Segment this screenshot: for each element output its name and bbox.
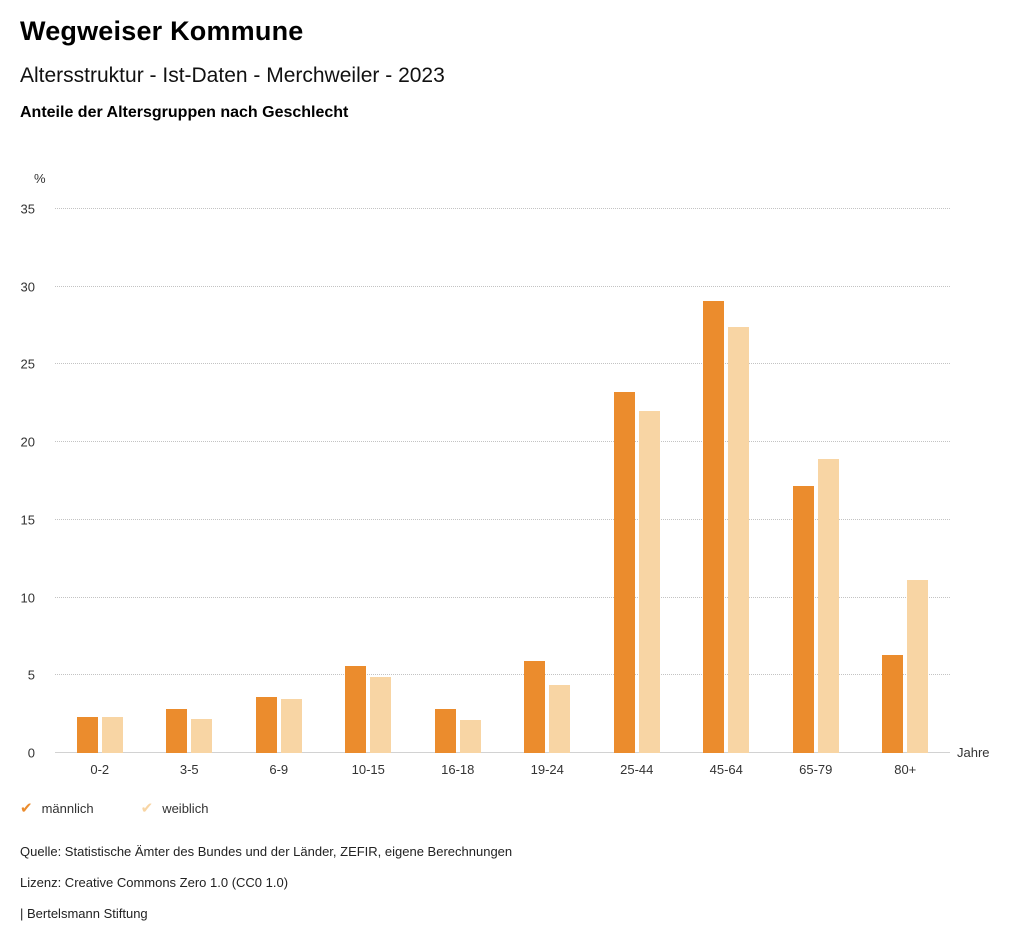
bar-männlich-10-15[interactable] xyxy=(345,665,367,753)
bar-männlich-0-2[interactable] xyxy=(76,717,98,753)
y-tick-label-10: 10 xyxy=(20,590,35,606)
chart-heading: Anteile der Altersgruppen nach Geschlech… xyxy=(20,104,349,121)
bar-group-80+ xyxy=(861,209,951,753)
y-tick-label-15: 15 xyxy=(20,512,35,528)
bar-männlich-45-64[interactable] xyxy=(703,300,725,753)
bar-weiblich-65-79[interactable] xyxy=(817,459,839,753)
plot-area xyxy=(55,208,950,753)
y-tick-label-0: 0 xyxy=(27,745,35,761)
bar-männlich-6-9[interactable] xyxy=(255,697,277,753)
y-tick-label-25: 25 xyxy=(20,356,35,372)
bar-weiblich-0-2[interactable] xyxy=(101,717,123,753)
gridline-15 xyxy=(55,518,950,520)
gridline-0 xyxy=(55,752,950,753)
x-tick-label-19-24: 19-24 xyxy=(530,762,564,777)
bar-weiblich-3-5[interactable] xyxy=(191,718,213,753)
legend: ✔ männlich ✔ weiblich xyxy=(20,801,208,816)
bar-weiblich-16-18[interactable] xyxy=(459,720,481,753)
bar-groups xyxy=(55,209,950,753)
x-tick-label-45-64: 45-64 xyxy=(709,762,743,777)
bar-group-3-5 xyxy=(145,209,235,753)
y-axis-tick-labels: 0 5 10 15 20 25 30 35 xyxy=(0,202,40,761)
bar-group-45-64 xyxy=(682,209,772,753)
license-note: Lizenz: Creative Commons Zero 1.0 (CC0 1… xyxy=(20,875,289,890)
x-tick-label-65-79: 65-79 xyxy=(799,762,833,777)
y-tick-label-35: 35 xyxy=(20,201,35,217)
bar-group-6-9 xyxy=(234,209,324,753)
y-axis-unit-label: % xyxy=(34,171,46,186)
bar-weiblich-25-44[interactable] xyxy=(638,411,660,753)
legend-label: weiblich xyxy=(162,801,209,816)
y-tick-label-20: 20 xyxy=(20,434,35,450)
bar-weiblich-10-15[interactable] xyxy=(370,676,392,753)
bar-männlich-19-24[interactable] xyxy=(524,661,546,753)
x-tick-label-10-15: 10-15 xyxy=(351,762,385,777)
legend-check-icon: ✔ xyxy=(20,800,33,817)
chart-subtitle: Altersstruktur - Ist-Daten - Merchweiler… xyxy=(20,64,445,87)
bar-weiblich-19-24[interactable] xyxy=(549,684,571,753)
x-tick-label-16-18: 16-18 xyxy=(441,762,475,777)
gridline-35 xyxy=(55,208,950,209)
gridline-10 xyxy=(55,596,950,598)
bar-group-0-2 xyxy=(55,209,145,753)
bar-weiblich-45-64[interactable] xyxy=(728,327,750,753)
bar-group-10-15 xyxy=(324,209,414,753)
legend-item-weiblich[interactable]: ✔ weiblich xyxy=(141,801,209,816)
y-tick-label-5: 5 xyxy=(27,667,35,683)
x-tick-label-3-5: 3-5 xyxy=(179,762,199,777)
x-axis-category-labels: 0-2 3-5 6-9 10-15 16-18 19-24 25-44 45-64 65-79 8… xyxy=(55,762,950,777)
y-tick-label-30: 30 xyxy=(20,279,35,295)
bar-männlich-3-5[interactable] xyxy=(166,709,188,753)
bar-männlich-65-79[interactable] xyxy=(792,485,814,753)
bar-männlich-16-18[interactable] xyxy=(434,709,456,753)
bar-group-19-24 xyxy=(503,209,593,753)
bar-weiblich-6-9[interactable] xyxy=(280,698,302,753)
bar-weiblich-80+[interactable] xyxy=(907,580,929,753)
legend-check-icon: ✔ xyxy=(140,800,154,817)
legend-label: männlich xyxy=(41,801,94,816)
x-axis-unit-label: Jahre xyxy=(957,745,990,760)
x-tick-label-25-44: 25-44 xyxy=(620,762,654,777)
gridline-20 xyxy=(55,441,950,443)
x-tick-label-80+: 80+ xyxy=(894,762,917,777)
x-tick-label-0-2: 0-2 xyxy=(90,762,110,777)
attribution-note: | Bertelsmann Stiftung xyxy=(20,906,148,921)
gridline-25 xyxy=(55,363,950,365)
bar-group-65-79 xyxy=(771,209,861,753)
source-note: Quelle: Statistische Ämter des Bundes un… xyxy=(20,844,513,859)
bar-männlich-80+[interactable] xyxy=(882,655,904,753)
bar-männlich-25-44[interactable] xyxy=(613,392,635,753)
x-tick-label-6-9: 6-9 xyxy=(269,762,289,777)
legend-item-männlich[interactable]: ✔ männlich xyxy=(20,801,94,816)
gridline-5 xyxy=(55,674,950,676)
bar-group-16-18 xyxy=(413,209,503,753)
page-title: Wegweiser Kommune xyxy=(20,16,304,46)
gridline-30 xyxy=(55,285,950,287)
bar-group-25-44 xyxy=(592,209,682,753)
